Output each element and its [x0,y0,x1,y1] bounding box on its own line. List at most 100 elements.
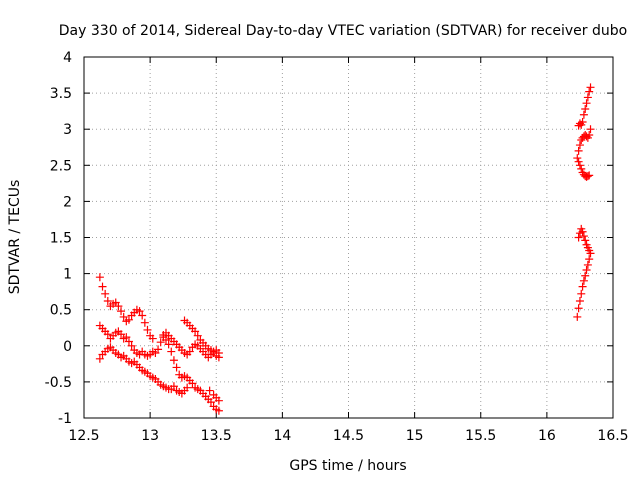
data-point-plus [581,104,590,113]
data-point-plus [164,340,173,349]
data-point-plus [156,338,165,347]
data-point-plus [575,229,584,238]
data-point-plus [154,345,163,354]
data-point-plus [124,337,133,346]
data-point-plus [191,327,200,336]
y-tick-label: 3.5 [50,86,72,102]
data-point-plus [586,83,595,92]
chart-title: Day 330 of 2014, Sidereal Day-to-day VTE… [59,23,627,39]
data-point-plus [169,356,178,365]
data-point-plus [193,331,202,340]
series-track-b [95,321,223,362]
x-tick-label: 14.5 [333,428,364,444]
series-track-e [180,316,223,358]
data-point-plus [214,396,223,405]
data-point-plus [579,276,588,285]
data-point-plus [172,363,181,372]
series-track-f [573,224,595,321]
data-points [95,83,595,415]
x-tick-label: 13 [141,428,159,444]
data-point-plus [161,336,170,345]
data-point-plus [183,383,192,392]
data-point-plus [169,382,178,391]
axis-ticks: 12.5 13 13.5 14 14.5 15 15.5 16 16.5 -1 -0.5 0 0.5 1 1… [45,50,629,444]
data-point-plus [98,282,107,291]
data-point-plus [575,141,584,150]
data-point-plus [127,341,136,350]
data-point-plus [574,157,583,166]
x-tick-label: 12.5 [68,428,99,444]
x-tick-label: 14 [273,428,291,444]
data-point-plus [135,307,144,316]
data-point-plus [577,164,586,173]
data-point-plus [148,334,157,343]
series-track-d [159,333,223,415]
data-point-plus [577,289,586,298]
data-point-plus [95,354,104,363]
y-tick-label: 2 [63,194,72,210]
x-tick-label: 15.5 [465,428,496,444]
data-point-plus [138,311,147,320]
series-track-g [573,83,595,181]
x-tick-label: 15 [406,428,424,444]
data-point-plus [185,347,194,356]
y-tick-label: 0.5 [50,303,72,319]
data-point-plus [117,330,126,339]
x-axis-label: GPS time / hours [289,458,406,474]
data-point-plus [586,125,595,134]
plot-frame [83,56,614,419]
data-point-plus [117,307,126,316]
data-point-plus [575,161,584,170]
data-point-plus [574,304,583,313]
data-point-plus [577,224,586,233]
data-point-plus [119,312,128,321]
data-point-plus [214,406,223,415]
data-point-plus [578,282,587,291]
y-tick-label: 2.5 [50,158,72,174]
y-tick-label: -1 [58,411,72,427]
data-point-plus [583,93,592,102]
grid-lines [84,57,613,418]
y-tick-label: 4 [63,50,72,66]
data-point-plus [581,236,590,245]
data-point-plus [573,154,582,163]
y-tick-label: 1.5 [50,231,72,247]
data-point-plus [140,318,149,327]
data-point-plus [585,255,594,264]
data-point-plus [585,130,594,139]
y-axis-label: SDTVAR / TECUs [7,180,23,295]
data-point-plus [103,330,112,339]
data-point-plus [574,146,583,155]
data-point-plus [167,347,176,356]
data-point-plus [583,260,592,269]
data-point-plus [214,349,223,358]
data-point-plus [205,386,214,395]
data-point-plus [122,333,131,342]
series-track-a [95,273,157,343]
data-point-plus [578,117,587,126]
data-point-plus [582,99,591,108]
y-tick-label: 0 [63,339,72,355]
data-point-plus [103,297,112,306]
data-point-plus [582,265,591,274]
y-tick-label: 3 [63,122,72,138]
data-point-plus [581,271,590,280]
data-point-plus [124,315,133,324]
x-tick-label: 13.5 [201,428,232,444]
y-tick-label: -0.5 [45,375,72,391]
data-point-plus [582,240,591,249]
y-tick-label: 1 [63,267,72,283]
data-point-plus [579,110,588,119]
data-point-plus [188,379,197,388]
data-point-plus [206,398,215,407]
series-track-c [95,343,192,398]
data-point-plus [95,273,104,282]
data-point-plus [101,289,110,298]
data-point-plus [573,312,582,321]
data-point-plus [575,297,584,306]
data-point-plus [143,325,152,334]
data-point-plus [114,302,123,311]
data-point-plus [585,87,594,96]
x-tick-label: 16 [538,428,556,444]
